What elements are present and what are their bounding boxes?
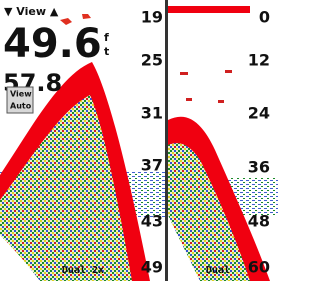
depth-unit: f — [104, 31, 109, 44]
menu-item[interactable]: Auto — [10, 102, 32, 111]
depth-unit: t — [104, 45, 109, 58]
left-panel: ▼ View ▲ 49.6 f t 57.8 View Auto 19 25 3… — [0, 0, 166, 281]
depth-reading: 49.6 — [3, 21, 102, 67]
mode-label: Dual 2x — [62, 265, 104, 276]
scale-label: 19 — [141, 8, 163, 27]
divider — [165, 0, 168, 281]
scale-label: 0 — [259, 8, 270, 27]
scale-label: 49 — [141, 258, 163, 277]
scale-label: 43 — [141, 212, 163, 231]
right-panel: 0 12 24 36 48 60 Dual — [168, 0, 278, 281]
scale-label: 48 — [248, 212, 270, 231]
surface-clutter — [168, 6, 250, 13]
view-label: ▼ View ▲ — [4, 5, 59, 18]
scale-label: 37 — [141, 156, 163, 175]
scale-label: 36 — [248, 158, 270, 177]
sonar-screen: ▼ View ▲ 49.6 f t 57.8 View Auto 19 25 3… — [0, 0, 278, 281]
scale-label: 60 — [248, 258, 270, 277]
scale-label: 24 — [248, 104, 270, 123]
scale-label: 12 — [248, 51, 270, 70]
page: {"header": {"view_label": "▼ View ▲"}, "… — [0, 0, 278, 281]
menu-item[interactable]: View — [10, 90, 32, 99]
scale-label: 25 — [141, 51, 163, 70]
mode-label: Dual — [206, 265, 230, 276]
scale-label: 31 — [141, 104, 163, 123]
